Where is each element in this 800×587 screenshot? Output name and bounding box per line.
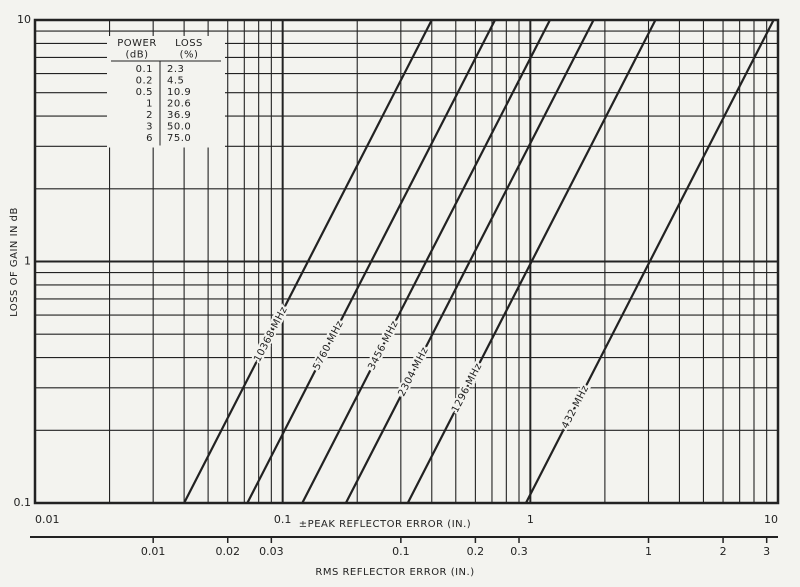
x-tick-label: 1 xyxy=(527,513,534,526)
x2-tick-label: 1 xyxy=(645,545,652,558)
table-bg xyxy=(107,36,225,148)
x2-tick-label: 2 xyxy=(720,545,727,558)
table-cell: 50.0 xyxy=(167,122,191,133)
y-axis-label: LOSS OF GAIN IN dB xyxy=(9,207,20,317)
series-line xyxy=(183,19,433,504)
table-cell: 75.0 xyxy=(167,133,191,144)
table-header: LOSS xyxy=(175,38,203,49)
x2-tick-label: 0.1 xyxy=(392,545,410,558)
x2-tick-label: 0.03 xyxy=(259,545,284,558)
table-cell: 10.9 xyxy=(167,87,191,98)
x2-tick-label: 0.3 xyxy=(510,545,528,558)
series-label: 3456 MHz xyxy=(366,319,400,372)
table-cell: 0.1 xyxy=(136,64,153,75)
y-tick-label: 1 xyxy=(24,255,31,268)
table-cell: 0.2 xyxy=(136,76,153,87)
x-axis-label: ±PEAK REFLECTOR ERROR (IN.) xyxy=(299,519,471,530)
x-tick-label: 10 xyxy=(764,513,778,526)
table-cell: 20.6 xyxy=(167,99,191,110)
y-tick-label: 0.1 xyxy=(14,496,32,509)
table-cell: 2.3 xyxy=(167,64,184,75)
table-cell: 2 xyxy=(146,110,153,121)
series-line xyxy=(301,19,551,504)
table-cell: 1 xyxy=(146,99,153,110)
series-label: 5760 MHz xyxy=(311,319,345,372)
x2-tick-label: 0.2 xyxy=(467,545,485,558)
series-line xyxy=(406,19,657,504)
table-cell: 6 xyxy=(146,133,153,144)
series-line xyxy=(524,19,775,504)
x2-tick-label: 0.01 xyxy=(141,545,166,558)
series-line xyxy=(246,19,496,504)
table-header: (dB) xyxy=(125,50,148,61)
table-header: POWER xyxy=(117,38,157,49)
table-cell: 3 xyxy=(146,122,153,133)
table-header: (%) xyxy=(180,50,199,61)
table-cell: 0.5 xyxy=(136,87,153,98)
x2-tick-label: 3 xyxy=(763,545,770,558)
table-cell: 4.5 xyxy=(167,76,184,87)
x-tick-label: 0.1 xyxy=(274,513,292,526)
y-tick-label: 10 xyxy=(17,13,31,26)
series-label: 2304 MHz xyxy=(396,345,430,398)
series-line xyxy=(344,19,595,504)
x2-tick-label: 0.02 xyxy=(215,545,240,558)
table-cell: 36.9 xyxy=(167,110,191,121)
x2-axis-label: RMS REFLECTOR ERROR (IN.) xyxy=(315,567,474,578)
series-label: 432 MHz xyxy=(560,384,591,431)
plot-frame xyxy=(33,18,780,505)
x-tick-label: 0.01 xyxy=(35,513,60,526)
